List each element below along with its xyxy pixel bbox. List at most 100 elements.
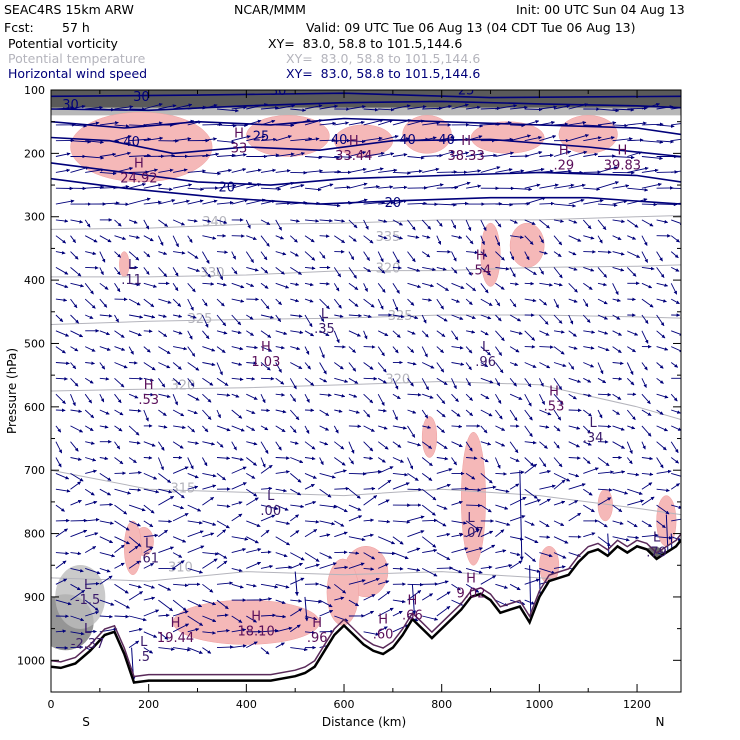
wind-vector [348,562,365,569]
wind-vector [85,361,95,366]
wind-vector [304,235,315,243]
wind-vector [143,504,155,514]
wind-vector [583,362,595,368]
wind-vector [627,330,639,336]
wind-vector [55,578,68,585]
wind-vector [612,470,626,474]
wind-vector [656,441,667,451]
wind-vector [436,409,446,418]
speed-label: 40 [331,133,348,148]
wind-vector [231,536,249,541]
wind-vector [524,267,537,276]
wind-vector [539,219,550,229]
wind-vector [539,330,550,336]
wind-vector [129,314,144,319]
wind-vector [260,486,273,491]
wind-vector [422,615,439,621]
wind-vector [407,378,414,387]
wind-vector [172,552,183,558]
wind-vector [363,219,369,230]
wind-vector [524,409,533,421]
wind-vector [597,362,604,375]
wind-vector [436,282,449,292]
wind-vector [70,124,87,128]
wind-vector [260,251,268,261]
speed-label: 40 [399,133,416,148]
wind-vector [246,282,255,287]
wind-vector [641,168,659,173]
wind-vector [319,583,332,589]
wind-vector [70,235,76,243]
wind-vector [246,561,262,569]
wind-vector [187,485,199,490]
wind-vector [70,441,79,452]
wind-vector [245,251,254,263]
wind-vector [260,583,279,589]
wind-vector [495,104,518,110]
wind-vector [612,235,622,241]
wind-vector [216,140,236,144]
wind-vector [524,330,536,341]
wind-vector [202,599,217,606]
field-xy-wind: XY= 83.0, 58.8 to 101.5,144.6 [286,66,481,81]
wind-vector [158,583,172,591]
wind-vector [363,362,374,370]
wind-vector [641,482,653,490]
wind-vector [539,298,547,306]
wind-vector [260,647,270,655]
wind-vector [641,156,663,161]
pv-region [326,558,359,626]
wind-vector [260,394,266,404]
wind-vector [597,330,609,335]
wind-vector [451,441,463,448]
extremum-value: 38.33 [448,149,485,164]
wind-vector [407,425,416,438]
field-xy-theta: XY= 83.0, 58.8 to 101.5,144.6 [286,51,481,66]
extremum-type: H [261,340,271,355]
wind-vector [70,394,76,407]
wind-vector [260,597,272,601]
wind-vector [128,615,147,622]
wind-vector [114,457,124,465]
wind-vector [582,425,591,434]
wind-vector [172,560,185,569]
wind-vector [348,267,357,279]
wind-vector [85,532,99,538]
speed-label: 40 [123,135,140,150]
wind-vector [392,536,404,545]
wind-vector [128,520,141,527]
wind-vector [641,441,646,450]
extremum-value: 39.83 [604,159,641,174]
wind-vector [670,483,680,490]
extremum-value: 33.44 [335,149,372,164]
wind-vector [304,282,314,287]
wind-vector [363,577,380,585]
wind-vector [85,185,105,190]
wind-vector [290,441,299,445]
wind-vector [597,267,608,278]
wind-vector [656,520,666,529]
wind-vector [392,378,399,390]
wind-vector [319,104,339,110]
wind-vector [187,520,203,525]
wind-vector [612,441,625,449]
wind-vector [231,314,242,326]
wind-vector [510,282,519,286]
wind-vector [641,251,648,263]
wind-vector [363,631,380,636]
pv-region [480,222,501,287]
wind-vector [392,330,401,338]
wind-vector [246,497,259,506]
extremum-value: .79 [646,545,667,560]
wind-vector [319,472,336,479]
wind-vector [231,466,247,474]
wind-vector [451,201,469,206]
model-name: SEAC4RS 15km ARW [4,2,134,17]
wind-vector [524,425,533,437]
wind-vector [334,441,345,450]
wind-vector [612,199,628,205]
theta-label: 320 [170,379,195,394]
wind-vector [334,504,348,513]
theta-label: 315 [170,481,195,496]
wind-vector [319,121,337,126]
